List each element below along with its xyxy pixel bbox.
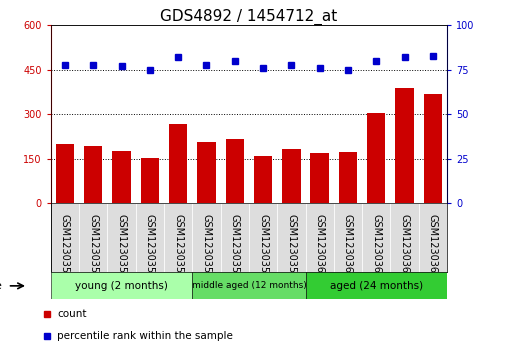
Bar [197,142,216,203]
Text: GSM1230354: GSM1230354 [145,213,155,279]
Bar [141,158,159,203]
Text: young (2 months): young (2 months) [75,281,168,291]
Title: GDS4892 / 1454712_at: GDS4892 / 1454712_at [161,9,337,25]
Bar [305,272,447,299]
Text: GSM1230359: GSM1230359 [287,213,296,279]
Bar [367,114,386,203]
Text: GSM1230364: GSM1230364 [428,213,438,279]
Text: age: age [0,281,3,291]
Bar [193,272,305,299]
Bar [362,203,391,272]
Bar [334,203,362,272]
Bar [249,203,277,272]
Text: GSM1230357: GSM1230357 [230,213,240,279]
Text: GSM1230356: GSM1230356 [202,213,211,279]
Bar [391,203,419,272]
Text: GSM1230351: GSM1230351 [60,213,70,279]
Bar [136,203,164,272]
Bar [112,151,131,203]
Text: GSM1230358: GSM1230358 [258,213,268,279]
Text: middle aged (12 months): middle aged (12 months) [192,281,306,290]
Bar [305,203,334,272]
Bar [51,203,79,272]
Text: GSM1230353: GSM1230353 [116,213,126,279]
Bar [84,146,103,203]
Text: percentile rank within the sample: percentile rank within the sample [57,331,233,341]
Bar [339,152,357,203]
Bar [419,203,447,272]
Text: GSM1230362: GSM1230362 [371,213,382,279]
Text: GSM1230352: GSM1230352 [88,213,98,279]
Bar [282,149,301,203]
Text: GSM1230363: GSM1230363 [400,213,409,279]
Text: GSM1230361: GSM1230361 [343,213,353,279]
Bar [164,203,193,272]
Bar [254,156,272,203]
Bar [107,203,136,272]
Bar [310,154,329,203]
Text: count: count [57,309,86,319]
Text: GSM1230360: GSM1230360 [314,213,325,279]
Bar [56,144,74,203]
Bar [226,139,244,203]
Bar [424,94,442,203]
Text: aged (24 months): aged (24 months) [330,281,423,291]
Bar [51,272,193,299]
Text: GSM1230355: GSM1230355 [173,213,183,279]
Bar [277,203,305,272]
Bar [193,203,220,272]
Bar [220,203,249,272]
Bar [395,88,414,203]
Bar [169,124,187,203]
Bar [79,203,107,272]
